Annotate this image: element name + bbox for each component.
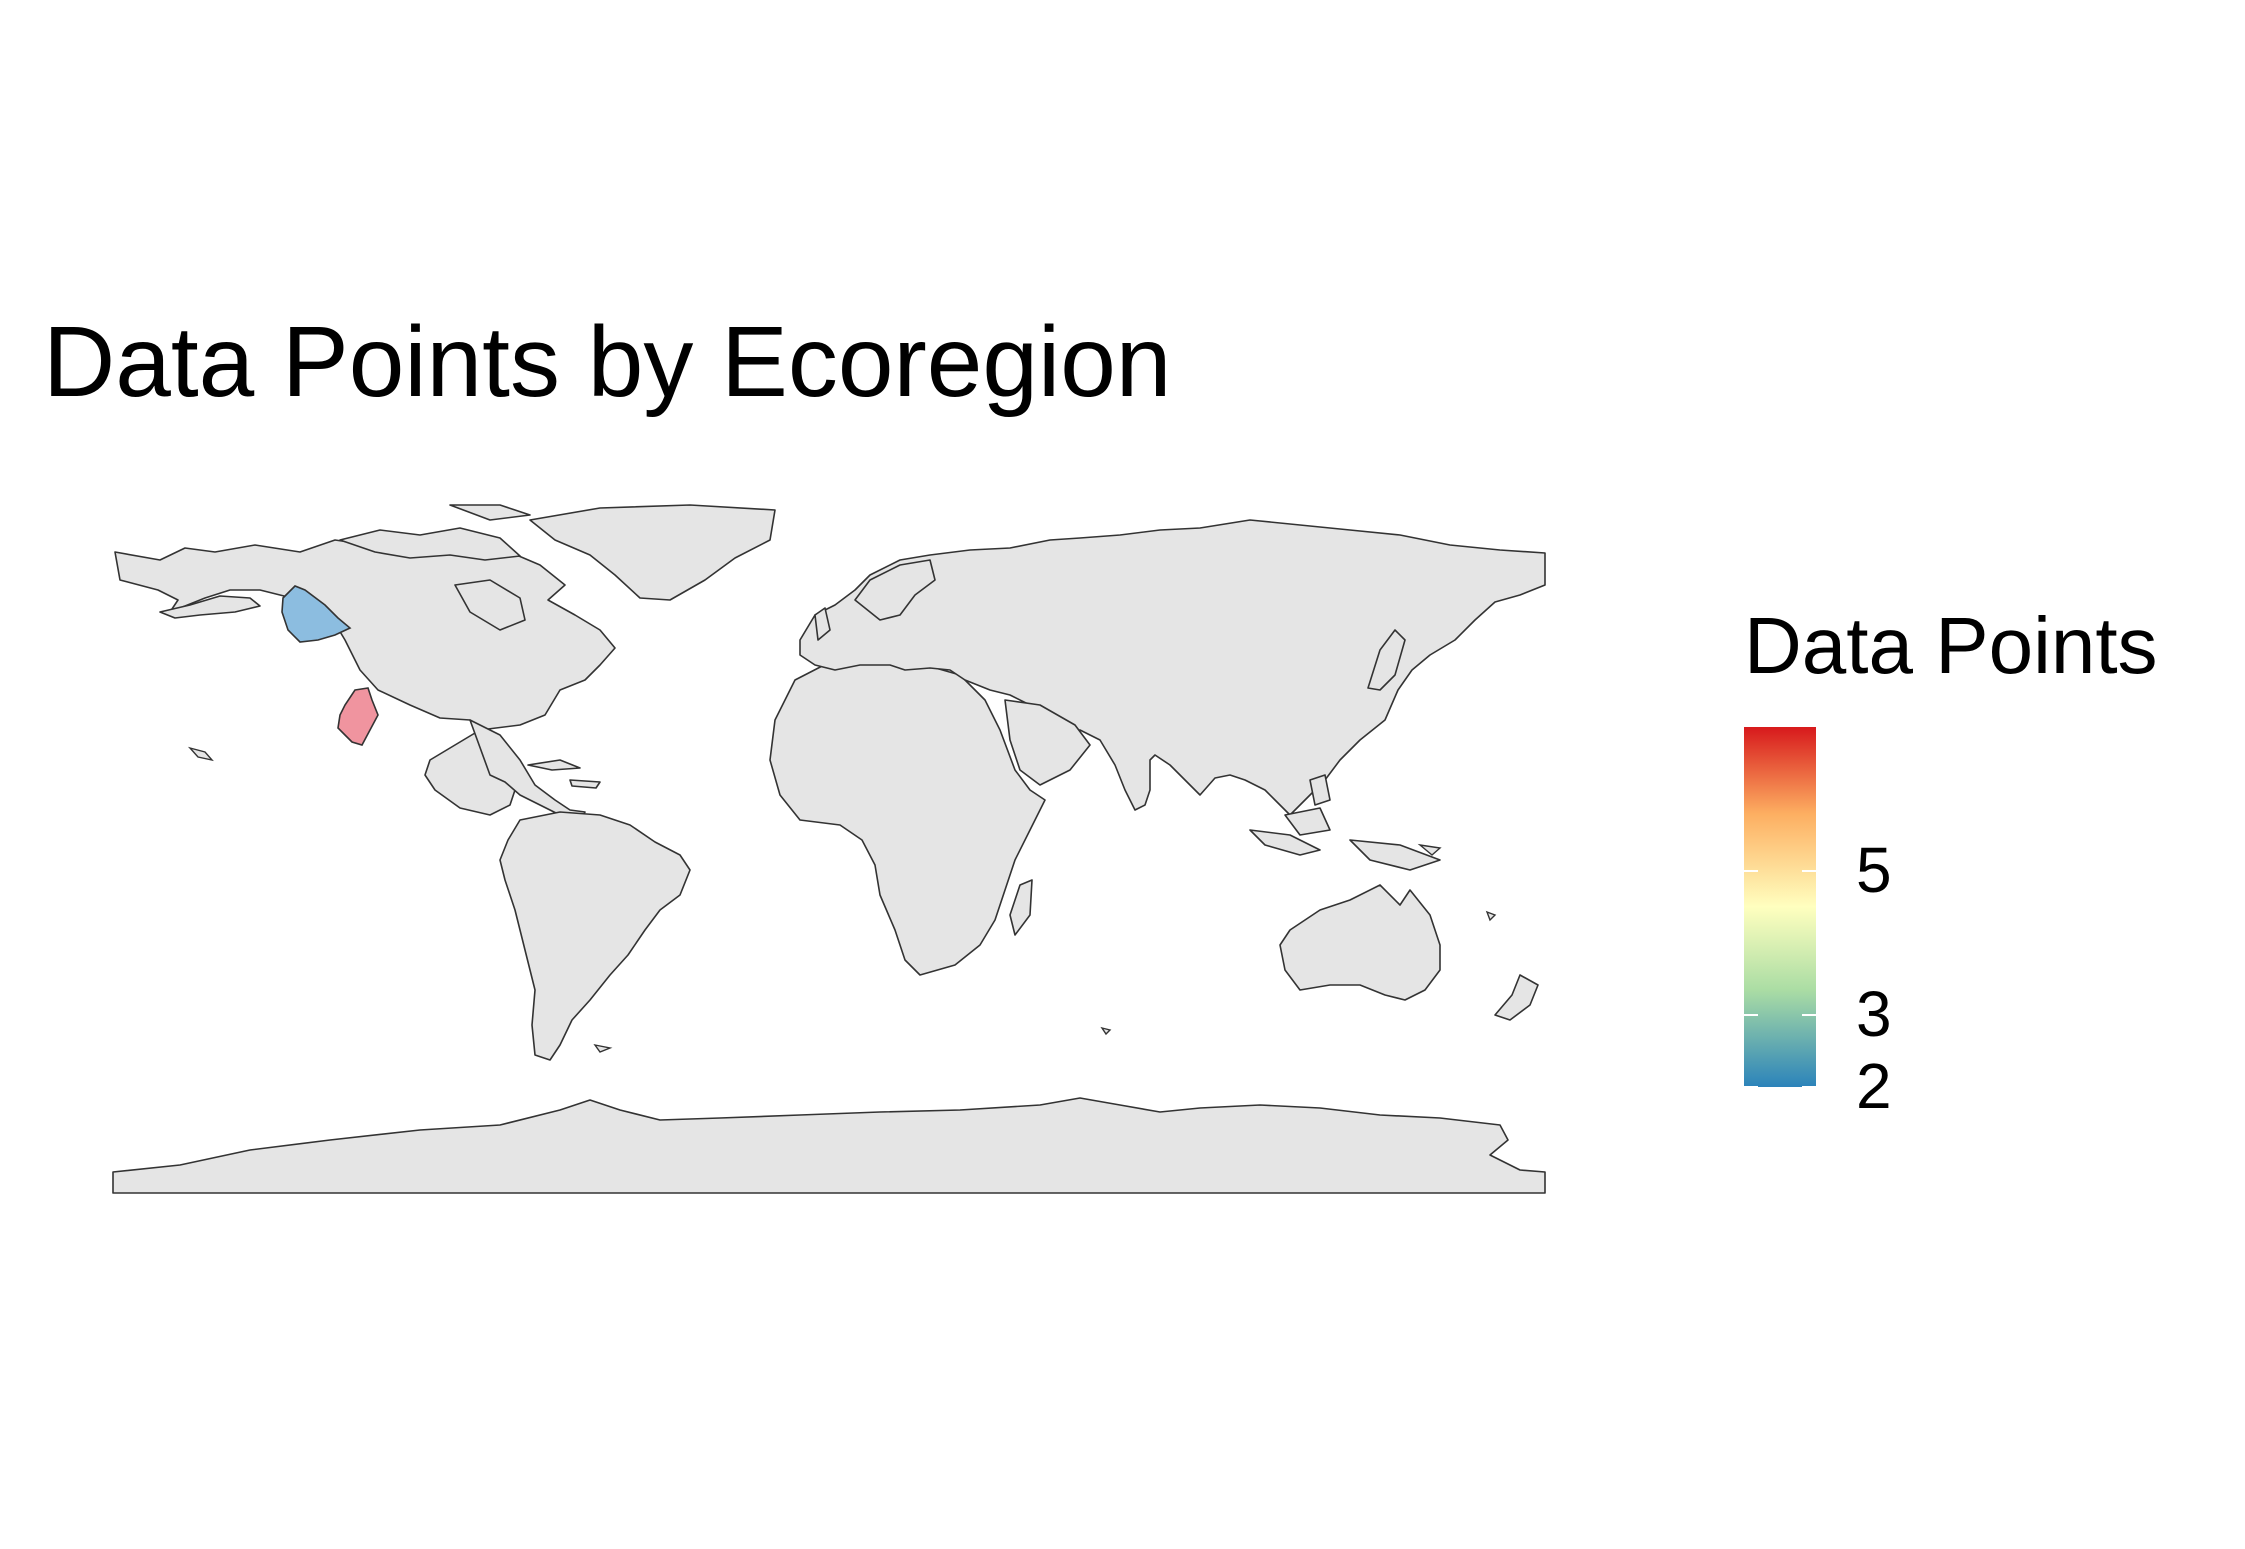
legend-tick-mark xyxy=(1802,1014,1816,1016)
greenland-landmass xyxy=(529,504,776,601)
legend-tick-mark xyxy=(1744,870,1758,872)
madagascar-landmass xyxy=(1009,879,1033,936)
australia-landmass xyxy=(1279,884,1441,1001)
new-zealand-landmass xyxy=(1494,974,1539,1021)
alaska-landmass xyxy=(159,595,261,619)
legend-title: Data Points xyxy=(1744,601,2158,690)
legend-tick-label: 3 xyxy=(1856,978,1892,1050)
arctic-islands xyxy=(339,527,521,561)
legend-tick-label: 2 xyxy=(1856,1050,1892,1122)
africa-landmass xyxy=(769,659,1046,976)
pacific-northwest-ecoregion xyxy=(281,585,352,643)
japan-landmass xyxy=(1367,629,1406,691)
legend-tick-mark xyxy=(1744,1086,1758,1088)
legend-tick-mark xyxy=(1744,1014,1758,1016)
page-title: Data Points by Ecoregion xyxy=(43,306,1172,418)
baja-california-ecoregion xyxy=(337,687,379,746)
antarctica-landmass xyxy=(112,1097,1546,1194)
south-america-landmass xyxy=(499,811,691,1061)
legend-colorbar xyxy=(1744,727,1816,1087)
legend-tick-mark xyxy=(1802,870,1816,872)
legend-tick-mark xyxy=(1802,1086,1816,1088)
eurasia-landmass xyxy=(799,519,1546,816)
legend-tick-label: 5 xyxy=(1856,834,1892,906)
arabia-landmass xyxy=(1004,699,1091,786)
uk-landmass xyxy=(814,607,831,641)
scandinavia-landmass xyxy=(854,559,936,621)
north-america-landmass xyxy=(114,539,616,816)
